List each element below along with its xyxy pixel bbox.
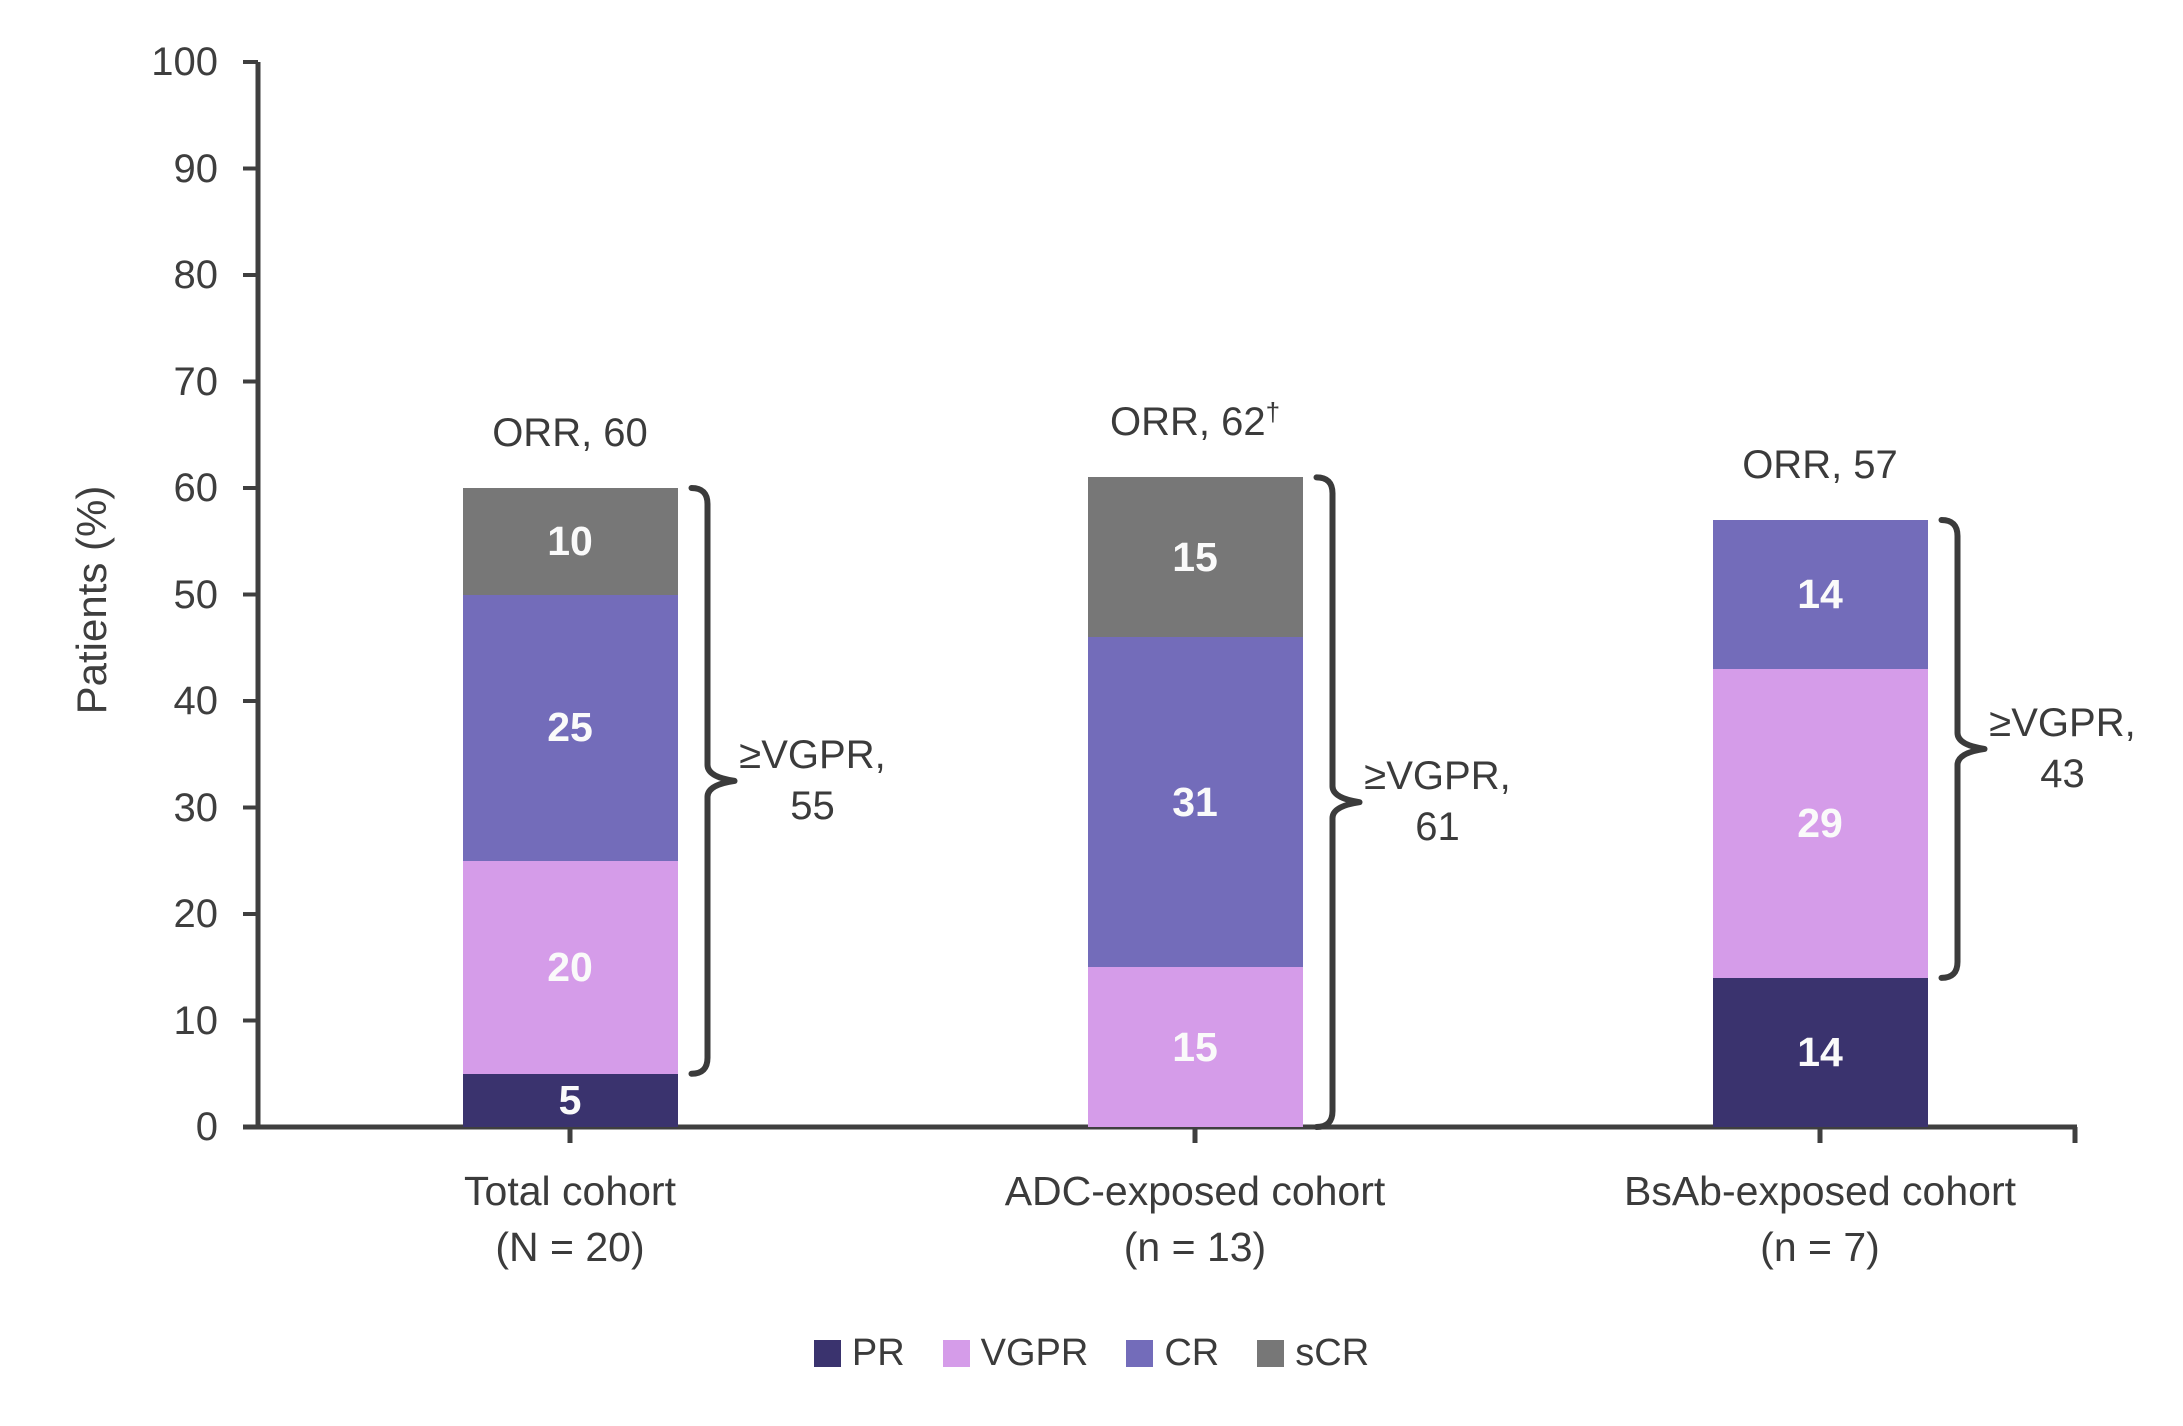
brace-label-line1: ≥VGPR,	[1364, 754, 1511, 799]
segment-value-label: 15	[1172, 1023, 1218, 1070]
segment-value-label: 14	[1797, 1028, 1843, 1075]
legend-label: CR	[1164, 1332, 1220, 1374]
bar-segment-vgpr: 15	[1087, 967, 1303, 1127]
legend-label: sCR	[1295, 1332, 1370, 1374]
y-tick-label: 70	[173, 359, 219, 404]
legend-swatch-pr	[813, 1340, 841, 1367]
legend-item-pr: PR	[813, 1332, 905, 1375]
legend-swatch-scr	[1257, 1340, 1285, 1367]
legend-label: PR	[851, 1332, 905, 1374]
y-tick-label: 0	[195, 1105, 218, 1149]
bar-segment-cr: 25	[462, 594, 678, 861]
y-tick-label: 30	[173, 785, 219, 830]
bar-segment-scr: 15	[1087, 477, 1303, 638]
orr-annotation: ORR, 60	[492, 411, 648, 456]
brace-label-line2: 61	[1415, 805, 1460, 850]
brace-label-line2: 43	[2040, 751, 2085, 796]
x-category-count: (n = 7)	[1760, 1224, 1880, 1270]
y-tick-label: 60	[173, 466, 219, 510]
bar-segment-cr: 14	[1712, 519, 1928, 670]
segment-value-label: 5	[558, 1076, 582, 1123]
orr-annotation: ORR, 57	[1742, 443, 1898, 488]
vgpr-brace-label: ≥VGPR, 55	[738, 730, 888, 832]
segment-value-label: 29	[1797, 799, 1843, 846]
orr-text: ORR, 57	[1742, 442, 1898, 487]
segment-value-label: 25	[547, 704, 593, 751]
segment-value-label: 14	[1797, 570, 1843, 617]
bar-segment-pr: 5	[462, 1073, 678, 1127]
x-category-label: ADC-exposed cohort (n = 13)	[1005, 1163, 1386, 1275]
legend-item-scr: sCR	[1257, 1332, 1369, 1375]
legend-label: VGPR	[980, 1332, 1089, 1374]
y-tick-label: 50	[173, 572, 219, 617]
brace-label-line1: ≥VGPR,	[739, 732, 886, 777]
x-category-label: Total cohort (N = 20)	[464, 1163, 676, 1275]
vgpr-brace-label: ≥VGPR, 43	[1988, 698, 2138, 800]
segment-value-label: 15	[1172, 533, 1218, 580]
y-tick-label: 40	[173, 679, 219, 723]
segment-value-label: 10	[547, 517, 593, 564]
orr-dagger: †	[1265, 397, 1281, 428]
legend-swatch-vgpr	[942, 1340, 970, 1367]
x-category-name: BsAb-exposed cohort	[1623, 1168, 2017, 1214]
legend-swatch-cr	[1126, 1340, 1154, 1367]
x-category-name: Total cohort	[464, 1168, 676, 1214]
orr-text: ORR, 62	[1109, 400, 1266, 445]
vgpr-brace-label: ≥VGPR, 61	[1363, 751, 1513, 853]
x-category-count: (N = 20)	[495, 1224, 645, 1270]
y-tick-label: 80	[173, 253, 219, 297]
y-tick-label: 10	[173, 998, 219, 1043]
bar-segment-pr: 14	[1712, 977, 1928, 1127]
segment-value-label: 20	[547, 943, 593, 990]
brace-label-line1: ≥VGPR,	[1989, 700, 2136, 745]
legend-item-cr: CR	[1126, 1332, 1219, 1375]
y-tick-label: 20	[173, 892, 219, 936]
bar-segment-vgpr: 20	[462, 860, 678, 1074]
x-category-name: ADC-exposed cohort	[1004, 1168, 1386, 1214]
orr-annotation: ORR, 62†	[1110, 397, 1280, 445]
legend-item-vgpr: VGPR	[942, 1332, 1089, 1375]
x-category-count: (n = 13)	[1123, 1224, 1267, 1270]
bar-segment-scr: 10	[462, 488, 678, 595]
bar-segment-vgpr: 29	[1712, 669, 1928, 978]
orr-text: ORR, 60	[492, 411, 648, 455]
segment-value-label: 31	[1172, 778, 1218, 825]
brace-label-line2: 55	[790, 783, 835, 828]
legend: PR VGPR CR sCR	[0, 1332, 2183, 1375]
y-tick-label: 100	[151, 40, 218, 84]
y-tick-label: 90	[173, 146, 219, 191]
x-category-label: BsAb-exposed cohort (n = 7)	[1624, 1163, 2016, 1275]
bar-segment-cr: 31	[1087, 637, 1303, 968]
